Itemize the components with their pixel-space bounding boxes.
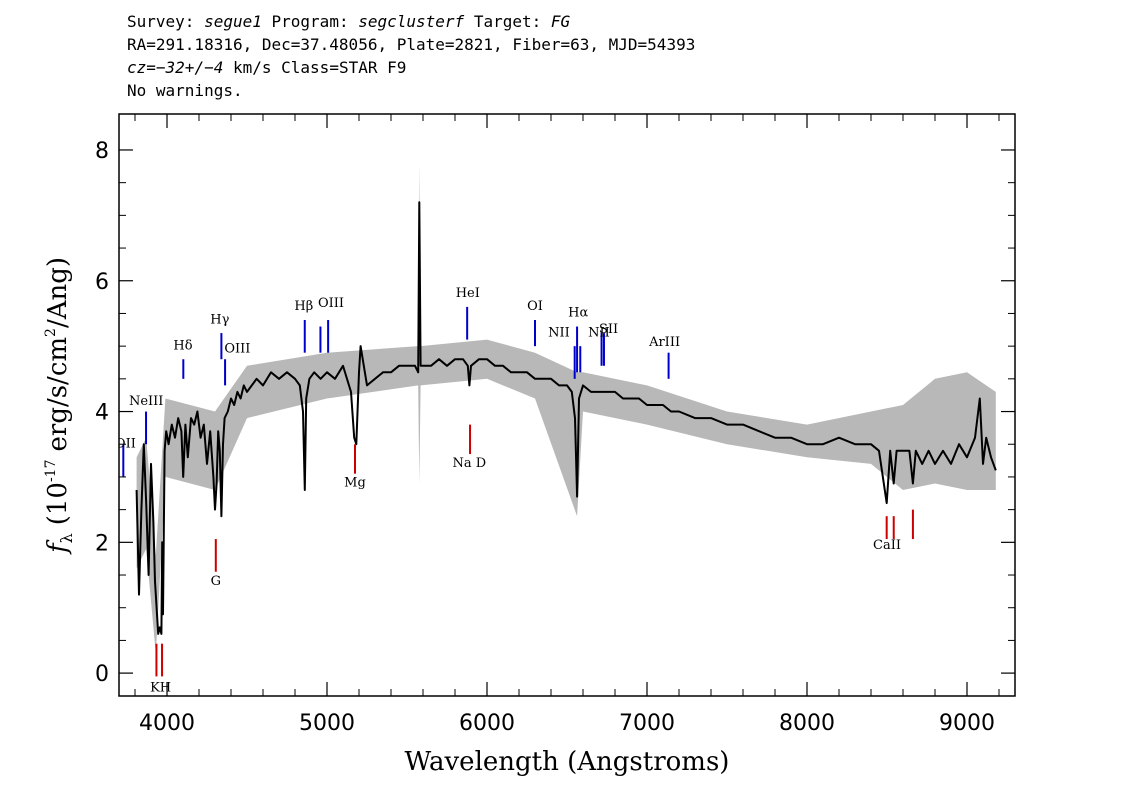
y-tick-label: 8 [95, 139, 109, 164]
spectral-line-label: G [211, 574, 221, 589]
x-tick-label: 7000 [619, 711, 675, 736]
axis-ticks: 4000 5000 6000 7000 8000 9000 0 2 4 6 8 [95, 114, 1015, 736]
spectral-line-label: OII [115, 437, 136, 452]
header-line-2: RA=291.18316, Dec=37.48056, Plate=2821, … [127, 35, 696, 54]
x-tick-label: 6000 [459, 711, 515, 736]
y-label-mid: erg/s/cm [43, 337, 73, 452]
spectral-line-label: OIII [224, 342, 250, 357]
cz-value: −32+/−4 [155, 58, 224, 77]
y-label-main: (10 [43, 482, 73, 525]
y-tick-label: 2 [95, 531, 109, 556]
x-tick-label: 4000 [139, 711, 195, 736]
survey-value: segue1 [204, 12, 262, 31]
y-tick-label: 0 [95, 662, 109, 687]
spectral-line-label: OI [527, 299, 543, 314]
spectral-line-label: Hα [568, 306, 588, 321]
x-tick-label: 8000 [779, 711, 835, 736]
header-line-1: Survey: segue1 Program: segclusterf Targ… [127, 10, 695, 33]
series-layer [135, 201, 997, 635]
spectral-line-label: SII [599, 322, 618, 337]
y-tick-label: 6 [95, 270, 109, 295]
y-label-sub: λ [57, 533, 76, 543]
spectral-line-label: OIII [318, 296, 344, 311]
spectral-line-label: Mg [344, 476, 366, 491]
spectral-line-label: HeI [456, 286, 480, 301]
spectral-line-label: NII [548, 325, 570, 340]
plot-frame [118, 113, 1016, 697]
spectral-line-label: Hγ [210, 312, 229, 327]
program-value: segclusterf [358, 12, 465, 31]
spectral-line-label: ArIII [648, 335, 680, 350]
y-axis-title-text: fλ(10-17erg/s/cm2/Ang) [43, 257, 76, 555]
error-band-layer [136, 163, 996, 654]
y-axis-title: fλ(10-17erg/s/cm2/Ang) [43, 257, 76, 555]
spectral-line-label: CaII [873, 538, 901, 553]
cz-rest: km/s Class=STAR F9 [232, 58, 407, 77]
y-label-exp: -17 [43, 460, 59, 483]
spectral-line-label: Hδ [173, 338, 192, 353]
x-axis-title: Wavelength (Angstroms) [405, 747, 730, 777]
spectral-line-label: Hβ [294, 299, 313, 314]
y-label-end: /Ang) [43, 257, 73, 328]
y-tick-label: 4 [95, 401, 109, 426]
target-value: FG [550, 12, 571, 31]
spectral-line-label: NeIII [129, 394, 163, 409]
header-line-3: cz=−32+/−4 km/s Class=STAR F9 [127, 56, 695, 79]
spectral-lines-layer [122, 306, 914, 677]
spectral-line-label: NII [588, 325, 610, 340]
survey-label: Survey: [127, 12, 195, 31]
flux-series-line [135, 201, 997, 635]
spectral-line-label: KH [150, 680, 171, 695]
cz-label: cz= [127, 58, 156, 77]
spectrum-header: Survey: segue1 Program: segclusterf Targ… [127, 10, 695, 102]
program-label: Program: [271, 12, 349, 31]
y-label-exp2: 2 [43, 328, 59, 337]
error-band [136, 163, 996, 654]
spectral-line-label: Na D [453, 456, 487, 471]
x-tick-label: 5000 [299, 711, 355, 736]
x-tick-label: 9000 [939, 711, 995, 736]
target-label: Target: [473, 12, 542, 31]
header-line-4: No warnings. [127, 81, 243, 100]
